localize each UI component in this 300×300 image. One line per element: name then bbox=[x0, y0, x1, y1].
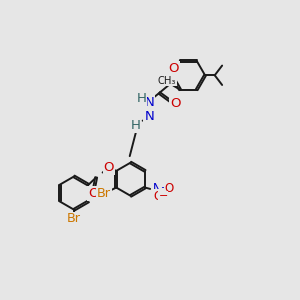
Text: N: N bbox=[144, 110, 154, 123]
Text: N: N bbox=[144, 96, 154, 109]
Text: O: O bbox=[170, 97, 181, 110]
Text: Br: Br bbox=[67, 212, 81, 226]
Text: H: H bbox=[136, 92, 146, 105]
Text: O: O bbox=[164, 182, 173, 195]
Text: +: + bbox=[160, 184, 168, 194]
Text: CH₃: CH₃ bbox=[158, 76, 176, 86]
Text: N: N bbox=[153, 182, 162, 195]
Text: H: H bbox=[130, 119, 140, 132]
Text: Br: Br bbox=[97, 187, 111, 200]
Text: O: O bbox=[153, 190, 162, 203]
Text: O: O bbox=[88, 187, 99, 200]
Text: −: − bbox=[158, 191, 168, 201]
Text: O: O bbox=[168, 62, 179, 75]
Text: O: O bbox=[103, 161, 114, 174]
